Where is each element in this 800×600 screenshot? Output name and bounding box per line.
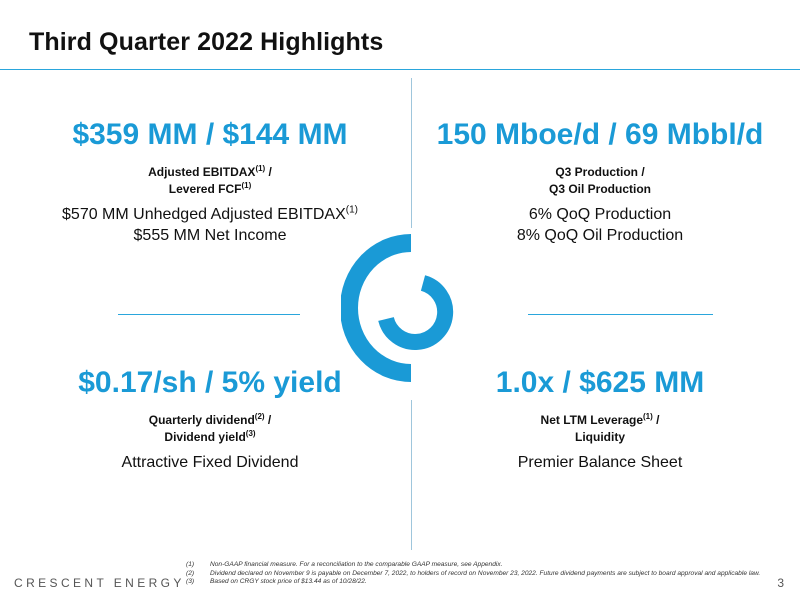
caption-line: Quarterly dividend (148, 413, 255, 427)
body-line: Attractive Fixed Dividend (121, 454, 299, 471)
body-line: 6% QoQ Production (528, 206, 672, 223)
caption-production: Q3 Production / Q3 Oil Production (420, 164, 780, 198)
footnote-ref: (3) (245, 429, 256, 438)
vertical-divider-top (411, 78, 412, 228)
footnote-ref: (1) (255, 164, 266, 173)
headline-ebitdax: $359 MM / $144 MM (72, 118, 348, 151)
footnote-ref: (1) (345, 204, 358, 216)
page-number: 3 (777, 576, 784, 590)
caption-separator: / (264, 413, 272, 427)
crescent-energy-logo-icon (341, 234, 454, 382)
caption-ebitdax: Adjusted EBITDAX(1) / Levered FCF(1) (30, 164, 390, 198)
headline-production: 150 Mboe/d / 69 Mbbl/d (436, 118, 764, 151)
body-line: $555 MM Net Income (133, 227, 287, 244)
body-leverage: Premier Balance Sheet (420, 452, 780, 473)
body-line: Premier Balance Sheet (517, 454, 683, 471)
quadrant-ebitdax: $359 MM / $144 MM Adjusted EBITDAX(1) / … (30, 118, 390, 246)
quadrant-production: 150 Mboe/d / 69 Mbbl/d Q3 Production / Q… (420, 118, 780, 246)
horizontal-divider-right (528, 314, 713, 315)
footnote-3: (3) Based on CRGY stock price of $13.44 a… (186, 578, 367, 585)
caption-line: Q3 Oil Production (548, 182, 651, 196)
caption-line: Q3 Production / (555, 165, 645, 179)
brand-wordmark: CRESCENT ENERGY (14, 576, 185, 590)
footnote-ref: (1) (643, 412, 653, 421)
body-line: $570 MM Unhedged Adjusted EBITDAX (62, 206, 346, 223)
caption-dividend: Quarterly dividend(2) / Dividend yield(3… (30, 412, 390, 446)
footnote-ref: (2) (254, 412, 265, 421)
quadrant-leverage: 1.0x / $625 MM Net LTM Leverage(1) / Liq… (420, 366, 780, 473)
footnote-1: (1) Non-GAAP financial measure. For a rec… (186, 561, 503, 568)
headline-leverage: 1.0x / $625 MM (495, 366, 705, 399)
caption-line: Dividend yield (164, 430, 246, 444)
page-title: Third Quarter 2022 Highlights (29, 28, 384, 56)
caption-separator: / (265, 165, 272, 179)
caption-leverage: Net LTM Leverage(1) / Liquidity (420, 412, 780, 446)
horizontal-divider-left (118, 314, 300, 315)
footnote-ref: (1) (241, 181, 252, 190)
caption-separator: / (652, 413, 660, 427)
headline-dividend: $0.17/sh / 5% yield (78, 366, 342, 399)
footnote-2: (2) Dividend declared on November 9 is pa… (186, 569, 761, 577)
body-dividend: Attractive Fixed Dividend (30, 452, 390, 473)
body-ebitdax: $570 MM Unhedged Adjusted EBITDAX(1) $55… (30, 204, 390, 246)
vertical-divider-bottom (411, 400, 412, 550)
caption-line: Liquidity (575, 430, 625, 444)
caption-line: Net LTM Leverage (540, 413, 643, 427)
body-production: 6% QoQ Production 8% QoQ Oil Production (420, 204, 780, 246)
caption-line: Adjusted EBITDAX (148, 165, 256, 179)
body-line: 8% QoQ Oil Production (516, 227, 684, 244)
quadrant-dividend: $0.17/sh / 5% yield Quarterly dividend(2… (30, 366, 390, 473)
caption-line: Levered FCF (168, 182, 242, 196)
title-divider (0, 69, 800, 70)
footnotes: (1) Non-GAAP financial measure. For a rec… (186, 561, 760, 587)
